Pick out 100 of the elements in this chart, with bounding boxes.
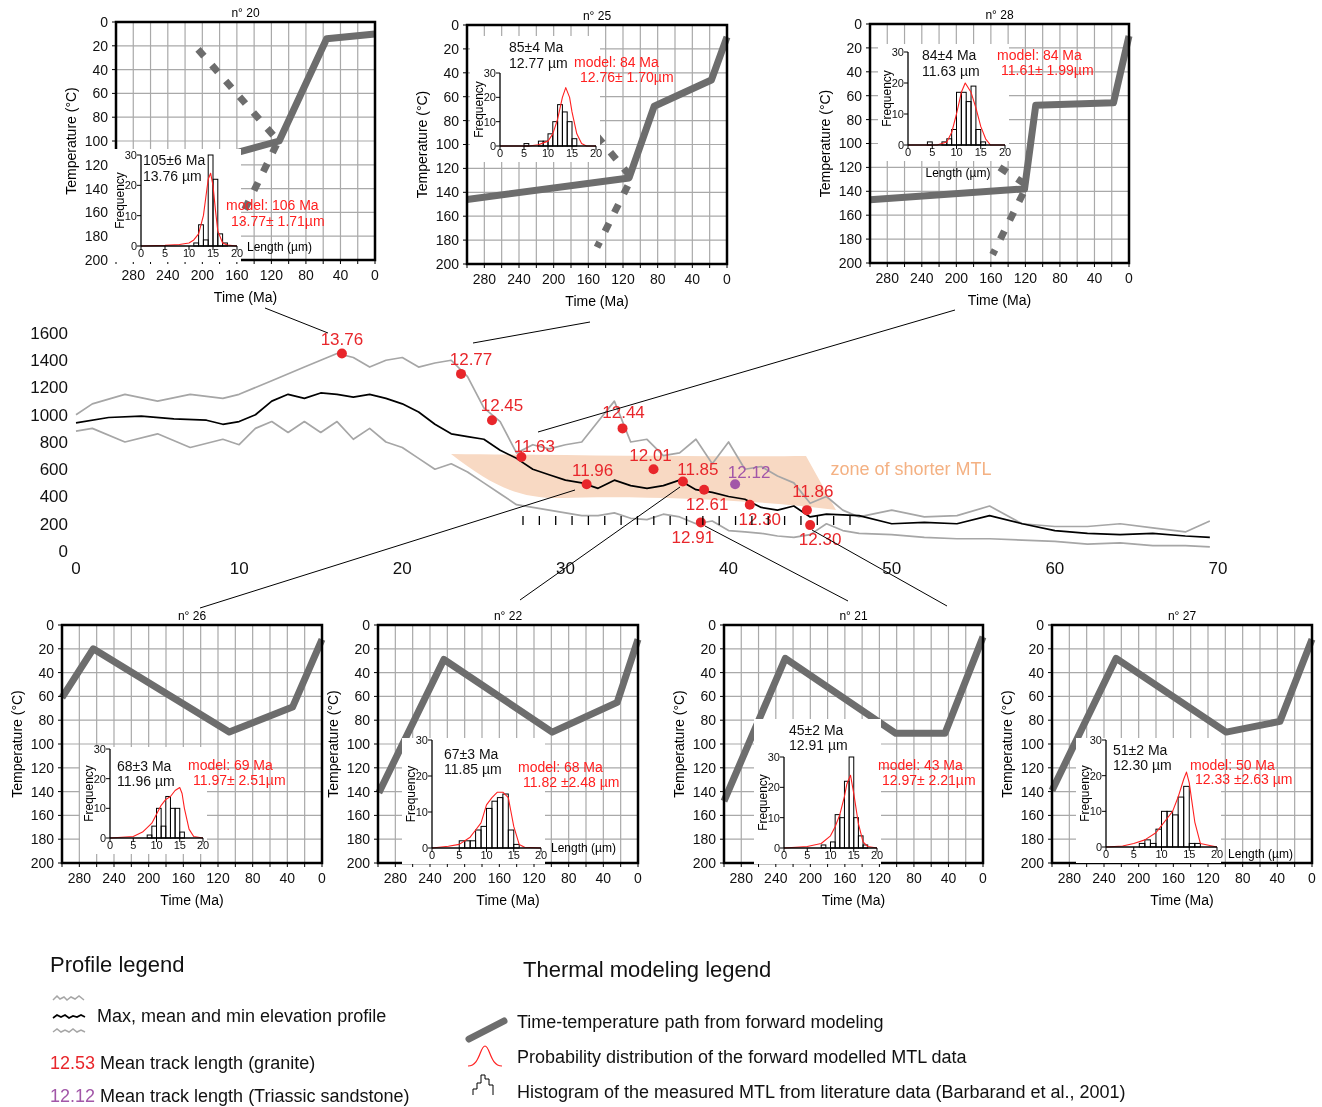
y-tick-label: 40: [846, 63, 863, 80]
y-tick-label: 0: [708, 616, 717, 633]
y-tick-label: 100: [346, 735, 371, 752]
annotation: zone of shorter MTL: [830, 459, 992, 480]
x-tick-label: 160: [171, 870, 196, 886]
annotation: 12.77: [449, 349, 493, 369]
y-tick-label: 80: [443, 112, 460, 129]
y-tick-label: 120: [1020, 759, 1045, 776]
y-axis-title: Frequency: [1078, 765, 1092, 822]
x-tick-label: 20: [392, 559, 412, 578]
annotation: 68±3 Ma: [117, 758, 172, 774]
annotation: 12.97± 2.21µm: [882, 772, 976, 788]
x-tick-label: 20: [1210, 848, 1224, 860]
annotation: 12.33 ±2.63 µm: [1195, 771, 1293, 787]
x-tick-label: 0: [904, 146, 912, 158]
annotation: 12.12: [727, 463, 771, 483]
y-tick-label: 400: [39, 487, 68, 507]
y-axis-title: Temperature (°C): [63, 87, 79, 195]
x-axis-title: Time (Ma): [213, 289, 278, 305]
x-tick-label: 80: [244, 870, 261, 886]
y-axis-title: Temperature (°C): [9, 690, 25, 798]
x-tick-label: 0: [318, 870, 327, 886]
annotation: 12.01: [629, 446, 672, 466]
x-tick-label: 40: [1269, 870, 1286, 886]
y-tick-label: 30: [891, 45, 904, 58]
y-tick-label: 120: [692, 759, 717, 776]
y-tick-label: 180: [84, 228, 109, 245]
text: Time-temperature path from forward modeling: [517, 1012, 884, 1032]
y-tick-label: 140: [838, 183, 863, 200]
x-tick-label: 0: [1102, 848, 1110, 860]
y-tick-label: 180: [838, 231, 863, 247]
y-tick-label: 120: [435, 160, 460, 177]
x-tick-label: 40: [940, 870, 957, 886]
annotation: 12.61: [685, 494, 729, 514]
x-tick-label: 240: [156, 267, 180, 283]
x-tick-label: 20: [998, 146, 1012, 158]
annotation: model: 43 Ma: [878, 757, 964, 773]
x-tick-label: 5: [804, 849, 811, 861]
x-tick-label: 280: [729, 870, 754, 886]
y-tick-label: 1000: [30, 405, 68, 425]
x-tick-label: 40: [595, 870, 612, 886]
y-tick-label: 40: [700, 664, 717, 681]
y-tick-label: 100: [838, 135, 863, 152]
x-tick-label: 10: [1155, 848, 1168, 860]
chart-title: n° 25: [582, 9, 612, 23]
annotation: 11.86: [792, 482, 834, 502]
y-tick-label: 600: [39, 460, 68, 480]
annotation: 12.45: [480, 396, 524, 416]
x-tick-label: 10: [541, 147, 555, 159]
x-tick-label: 120: [259, 267, 284, 283]
y-tick-label: 140: [346, 783, 371, 800]
annotation: 11.97± 2.51µm: [193, 772, 286, 788]
chart-title: n° 27: [1167, 609, 1197, 623]
x-tick-label: 5: [1130, 848, 1137, 860]
text: Histogram of the measured MTL from literature data (Barbarand et al., 2001): [517, 1082, 1126, 1102]
y-tick-label: 10: [124, 209, 137, 222]
y-tick-label: 80: [1028, 712, 1045, 729]
y-tick-label: 160: [346, 807, 371, 824]
y-tick-label: 800: [39, 432, 68, 452]
y-axis-title: Frequency: [82, 765, 96, 822]
y-tick-label: 10: [891, 107, 904, 120]
annotation: 12.91: [671, 528, 715, 548]
annotation: model: 84 Ma: [997, 47, 1083, 63]
x-tick-label: 20: [230, 247, 244, 259]
annotation: 45±2 Ma: [789, 722, 844, 738]
x-tick-label: 5: [130, 839, 137, 851]
annotation: 51±2 Ma: [1113, 742, 1168, 758]
y-tick-label: 1400: [30, 351, 68, 371]
x-tick-label: 200: [1126, 870, 1151, 886]
x-tick-label: 280: [67, 870, 92, 886]
y-tick-label: 0: [451, 16, 460, 33]
x-tick-label: 80: [906, 870, 922, 886]
y-tick-label: 80: [92, 109, 109, 126]
x-tick-label: 240: [507, 271, 531, 287]
y-axis-title: Frequency: [756, 774, 770, 831]
y-tick-label: 160: [84, 204, 109, 221]
chart-title: n° 20: [231, 6, 260, 20]
x-tick-label: 280: [875, 270, 900, 286]
y-tick-label: 180: [435, 232, 460, 248]
y-tick-label: 100: [692, 735, 717, 752]
x-tick-label: 40: [719, 559, 739, 578]
x-tick-label: 20: [589, 147, 603, 159]
y-tick-label: 180: [346, 831, 371, 848]
x-tick-label: 5: [520, 147, 528, 159]
y-tick-label: 80: [38, 712, 55, 729]
annotation: 12.30 µm: [1113, 757, 1172, 773]
x-tick-label: 50: [882, 559, 902, 578]
annotation: 11.85: [677, 459, 719, 479]
y-tick-label: 30: [767, 750, 780, 763]
y-tick-label: 120: [346, 759, 371, 776]
x-tick-label: 15: [974, 146, 987, 158]
x-tick-label: 80: [649, 271, 666, 287]
x-tick-label: 10: [229, 559, 249, 578]
x-tick-label: 20: [196, 839, 210, 851]
y-tick-label: 100: [84, 132, 109, 149]
y-tick-label: 140: [435, 184, 460, 201]
x-tick-label: 0: [1308, 870, 1317, 886]
x-tick-label: 120: [611, 271, 635, 287]
y-tick-label: 0: [854, 15, 863, 32]
annotation: model: 69 Ma: [188, 757, 274, 773]
